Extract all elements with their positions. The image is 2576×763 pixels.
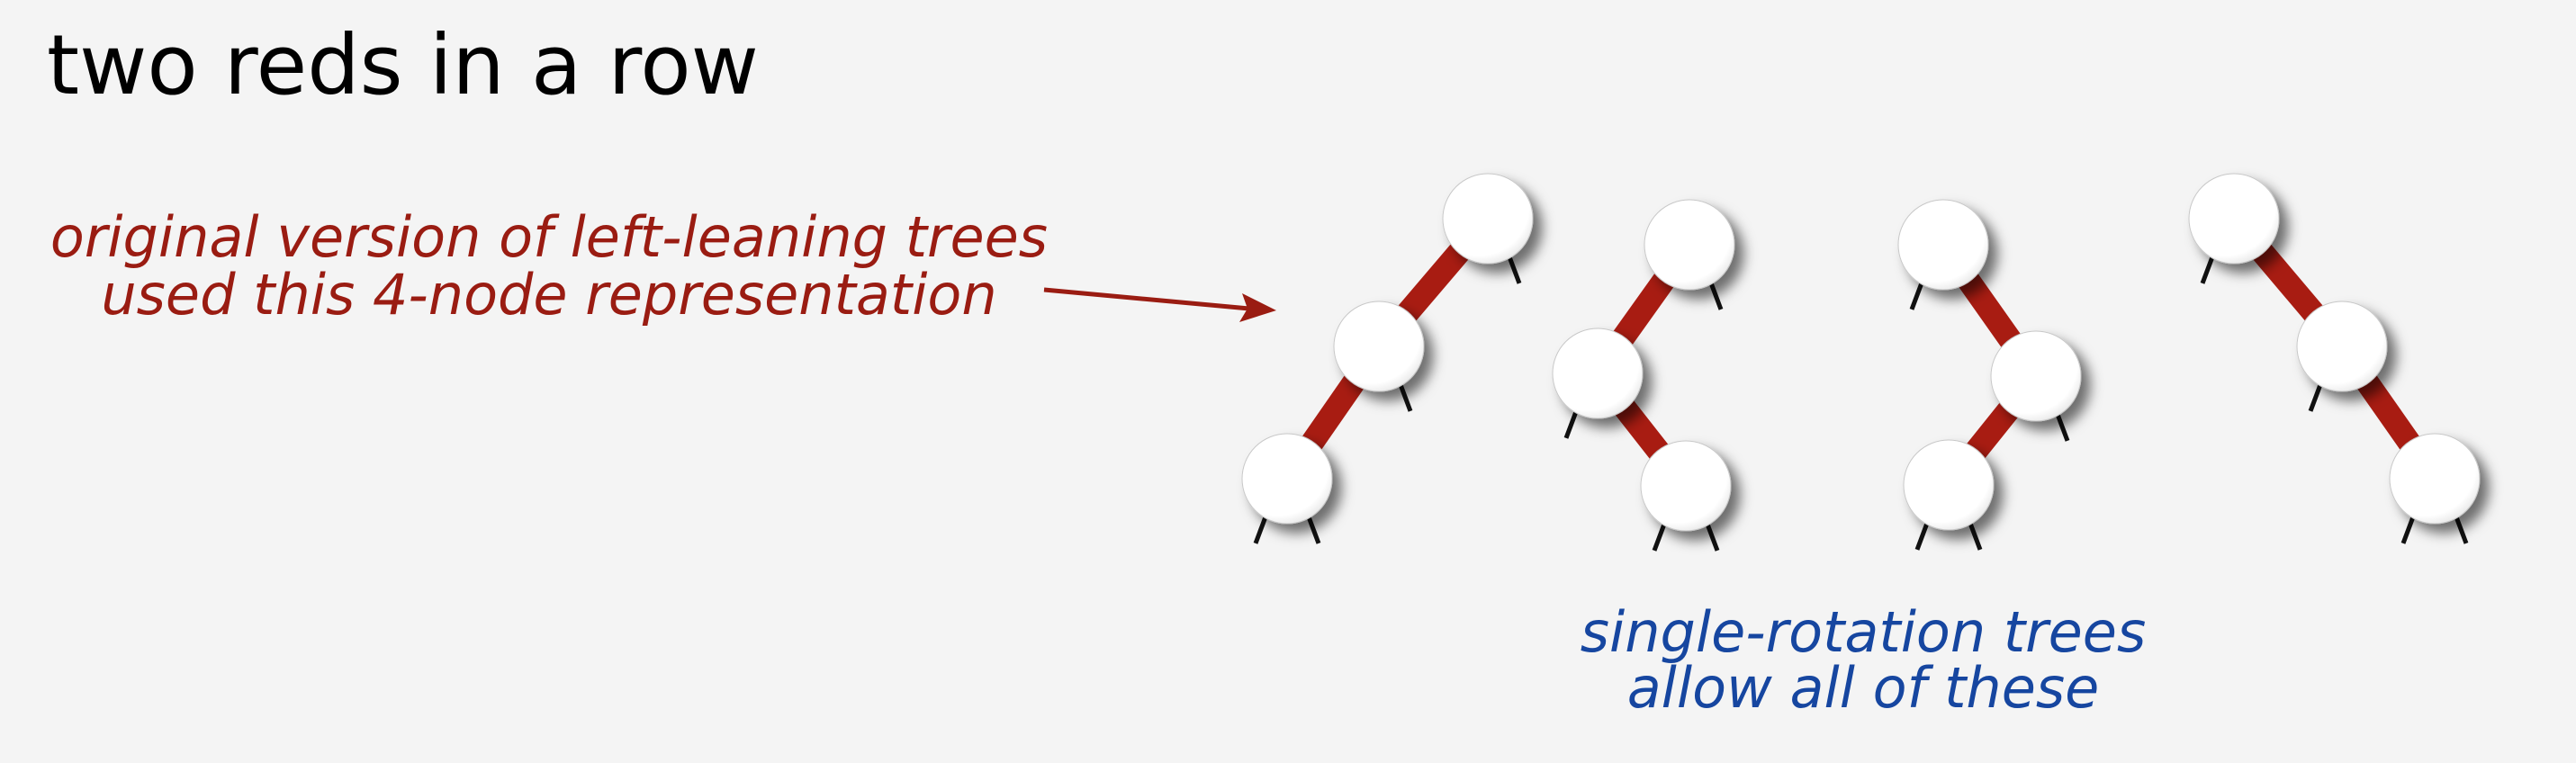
page-title: two reds in a row xyxy=(47,17,759,113)
null-link xyxy=(1914,519,1931,551)
single-rotation-caption-line-2: allow all of these xyxy=(1626,655,2100,721)
original-version-caption: original version of left-leaning trees u… xyxy=(18,209,1080,324)
pointer-arrow xyxy=(1043,287,1276,322)
tree-node xyxy=(1442,173,1534,265)
tree-node xyxy=(1241,433,1333,525)
null-link xyxy=(1397,381,1413,412)
null-link xyxy=(1707,279,1724,310)
tree-node xyxy=(2296,301,2388,392)
null-link xyxy=(1704,520,1720,552)
tree-left-right xyxy=(1552,199,1735,552)
original-version-caption-line-2: used this 4-node representation xyxy=(101,262,997,328)
null-link xyxy=(1253,513,1269,544)
null-link xyxy=(1506,253,1522,284)
tree-left-left xyxy=(1241,173,1534,544)
tree-node xyxy=(2389,433,2481,525)
null-link xyxy=(1909,279,1925,310)
tree-node xyxy=(1990,330,2082,422)
trees-layer xyxy=(1241,173,2481,552)
single-rotation-caption: single-rotation trees allow all of these xyxy=(1548,605,2178,716)
tree-node xyxy=(1897,199,1989,291)
tree-node xyxy=(1333,301,1425,392)
tree-node xyxy=(1640,440,1732,532)
tree-node xyxy=(1552,328,1644,419)
tree-node xyxy=(2188,173,2280,265)
null-link xyxy=(2400,513,2417,544)
original-version-caption-line-1: original version of left-leaning trees xyxy=(50,204,1049,270)
single-rotation-caption-line-1: single-rotation trees xyxy=(1580,599,2147,665)
null-link xyxy=(2054,410,2070,442)
null-link xyxy=(1967,519,1983,551)
null-link xyxy=(2453,513,2469,544)
tree-node xyxy=(1903,439,1995,531)
null-link xyxy=(1563,408,1580,439)
tree-node xyxy=(1644,199,1735,291)
null-link xyxy=(2308,381,2324,412)
null-link xyxy=(1305,513,1321,544)
tree-right-left xyxy=(1897,199,2082,551)
null-link xyxy=(2200,253,2216,284)
tree-right-right xyxy=(2188,173,2481,544)
null-link xyxy=(1652,520,1668,552)
